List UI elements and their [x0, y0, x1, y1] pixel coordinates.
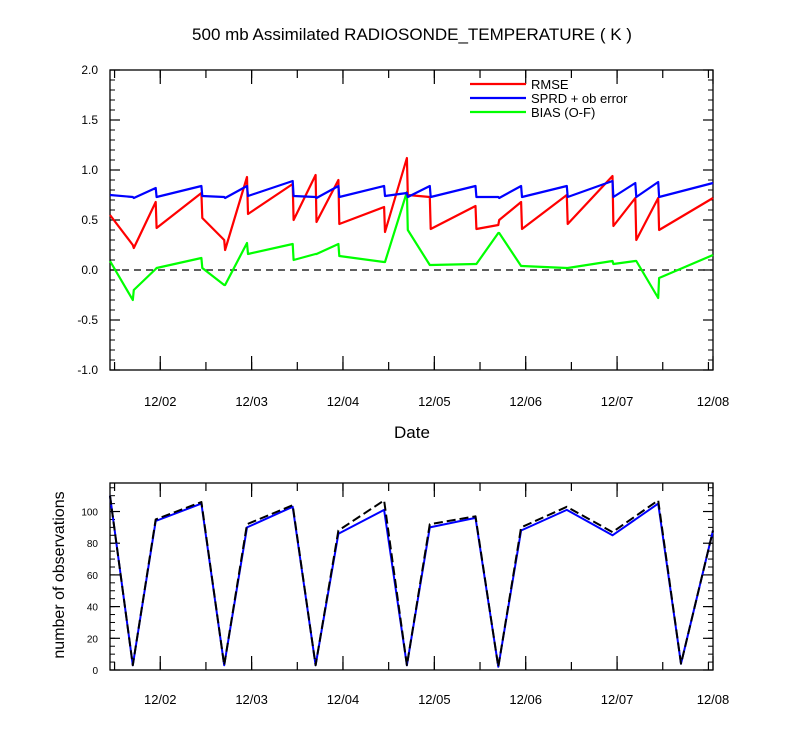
x-tick-label: 12/02 — [144, 394, 177, 409]
x-tick-label: 12/05 — [418, 692, 451, 707]
top-panel: 500 mb Assimilated RADIOSONDE_TEMPERATUR… — [77, 25, 729, 442]
y-tick-label: 1.5 — [81, 113, 98, 127]
legend-label: RMSE — [531, 77, 569, 92]
y-tick-label: -1.0 — [77, 363, 98, 377]
x-tick-label: 12/07 — [601, 692, 634, 707]
x-axis-label: Date — [394, 423, 430, 442]
x-tick-label: 12/03 — [235, 692, 268, 707]
top-series-layer — [109, 156, 714, 302]
y-tick-label: 20 — [87, 634, 99, 645]
y-tick-label: 0 — [92, 666, 98, 677]
x-tick-label: 12/08 — [697, 692, 730, 707]
x-tick-label: 12/05 — [418, 394, 451, 409]
bottom-series-layer — [109, 495, 714, 668]
top-plot-frame — [109, 69, 714, 371]
bottom-panel: 0 20 40 60 80 100 12/02 12/03 12/04 12/05 12/06 12/… — [51, 482, 729, 707]
y-tick-label: 80 — [87, 539, 99, 550]
bottom-plot-frame — [109, 482, 714, 671]
x-tick-label: 12/04 — [327, 394, 360, 409]
y-tick-label: 0.5 — [81, 213, 98, 227]
x-tick-label: 12/06 — [509, 692, 542, 707]
y-tick-label: 60 — [87, 571, 99, 582]
x-tick-label: 12/04 — [327, 692, 360, 707]
x-tick-label: 12/08 — [697, 394, 730, 409]
series-line-observations-possible — [109, 495, 714, 668]
y-tick-label: 2.0 — [81, 63, 98, 77]
y-tick-label: 0.0 — [81, 263, 98, 277]
x-tick-label: 12/02 — [144, 692, 177, 707]
y-axis-label: number of observations — [51, 491, 68, 658]
legend-label: SPRD + ob error — [531, 91, 628, 106]
y-tick-label: 1.0 — [81, 163, 98, 177]
y-tick-label: 40 — [87, 603, 99, 614]
chart-title: 500 mb Assimilated RADIOSONDE_TEMPERATUR… — [192, 25, 632, 44]
legend-label: BIAS (O-F) — [531, 105, 595, 120]
x-tick-label: 12/06 — [509, 394, 542, 409]
y-tick-label: 100 — [81, 508, 98, 519]
x-tick-label: 12/03 — [235, 394, 268, 409]
y-tick-label: -0.5 — [77, 313, 98, 327]
top-axes: -1.0 -0.5 0.0 0.5 1.0 1.5 2.0 12/02 12/03 12/04 12… — [77, 63, 729, 409]
series-line-sprd — [109, 179, 714, 200]
bottom-axes: 0 20 40 60 80 100 12/02 12/03 12/04 12/05 12/06 12/… — [81, 483, 729, 707]
x-tick-label: 12/07 — [601, 394, 634, 409]
series-line-bias — [109, 190, 714, 302]
